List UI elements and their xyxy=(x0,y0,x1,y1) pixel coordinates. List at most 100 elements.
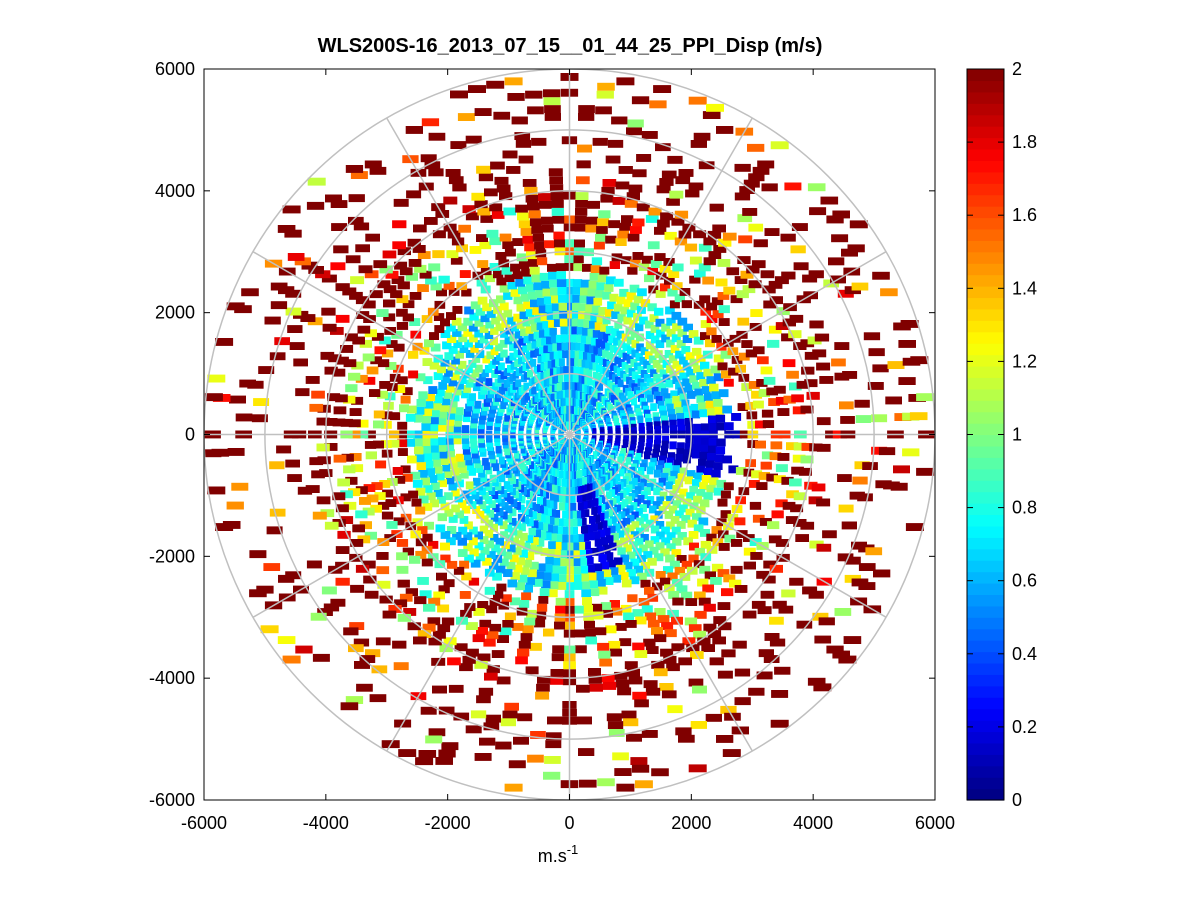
data-cell xyxy=(572,294,581,303)
data-cell xyxy=(542,572,552,581)
colorbar-segment xyxy=(967,445,1004,458)
data-cell xyxy=(545,352,552,361)
data-cell xyxy=(679,488,688,497)
data-cell xyxy=(494,176,509,185)
data-cell xyxy=(572,374,579,383)
data-cell xyxy=(710,365,721,374)
data-cell xyxy=(579,779,597,788)
data-cell xyxy=(480,215,494,223)
data-cell xyxy=(588,668,601,676)
data-cell xyxy=(517,713,533,722)
data-cell xyxy=(549,184,564,193)
data-cell xyxy=(355,296,370,305)
data-cell xyxy=(541,280,551,289)
data-cell xyxy=(720,510,731,519)
data-cell xyxy=(717,259,731,267)
data-cell xyxy=(664,231,677,240)
data-cell xyxy=(476,165,491,174)
data-cell xyxy=(590,337,598,346)
data-cell xyxy=(322,323,337,332)
data-cell xyxy=(713,399,723,407)
x-axis-label: m.s-1 xyxy=(538,842,579,866)
data-cell xyxy=(674,566,685,575)
data-cell xyxy=(444,492,453,501)
data-cell xyxy=(586,216,598,225)
data-cell xyxy=(611,574,622,583)
data-cell xyxy=(592,498,599,507)
data-cell xyxy=(641,730,658,738)
data-cell xyxy=(379,595,393,604)
data-cell xyxy=(369,694,387,703)
data-cell xyxy=(463,328,473,337)
data-cell xyxy=(269,461,285,470)
data-cell xyxy=(653,85,672,93)
data-cell xyxy=(555,358,562,367)
data-cell xyxy=(605,535,614,544)
data-cell xyxy=(422,533,433,542)
data-cell xyxy=(629,226,642,234)
data-cell xyxy=(636,203,650,212)
data-cell xyxy=(545,508,552,517)
data-cell xyxy=(444,368,453,377)
data-cell xyxy=(499,302,509,311)
data-cell xyxy=(376,309,389,317)
data-cell xyxy=(449,461,458,470)
data-cell xyxy=(543,771,561,780)
data-cell xyxy=(468,467,476,476)
x-tick-label: -4000 xyxy=(303,813,349,833)
data-cell xyxy=(207,486,226,495)
data-cell xyxy=(538,531,547,540)
data-cell xyxy=(627,514,635,523)
data-cell xyxy=(422,358,433,366)
data-cell xyxy=(480,386,488,395)
data-cell xyxy=(486,665,500,674)
data-cell xyxy=(486,434,493,443)
data-cell xyxy=(666,663,680,672)
data-cell xyxy=(301,261,318,270)
data-cell xyxy=(575,200,588,208)
data-cell xyxy=(500,329,509,338)
data-cell xyxy=(504,612,516,621)
data-cell xyxy=(809,320,824,329)
data-cell xyxy=(453,566,465,575)
data-cell xyxy=(668,414,677,423)
data-cell xyxy=(436,495,446,504)
data-cell xyxy=(537,355,544,364)
data-cell xyxy=(547,516,555,525)
data-cell xyxy=(540,313,549,322)
data-cell xyxy=(663,467,671,476)
data-cell xyxy=(763,376,776,385)
data-cell xyxy=(632,169,647,178)
data-cell xyxy=(656,496,664,505)
data-cell xyxy=(678,169,694,177)
data-cell xyxy=(297,486,313,495)
data-cell xyxy=(422,415,431,424)
data-cell xyxy=(631,96,650,105)
data-cell xyxy=(492,504,500,513)
data-cell xyxy=(635,537,644,546)
data-cell xyxy=(414,414,424,423)
data-cell xyxy=(611,311,620,319)
data-cell xyxy=(577,144,592,153)
data-cell xyxy=(543,296,553,305)
data-cell xyxy=(515,656,528,665)
data-cell xyxy=(465,648,479,657)
data-cell xyxy=(352,336,365,345)
data-cell xyxy=(717,602,731,610)
data-cell xyxy=(437,423,446,432)
data-cell xyxy=(469,435,477,444)
data-cell xyxy=(669,190,684,199)
data-cell xyxy=(417,251,431,259)
data-cell xyxy=(556,518,564,527)
data-cell xyxy=(462,414,471,423)
data-cell xyxy=(625,456,632,465)
data-cell xyxy=(468,501,477,509)
data-cell xyxy=(560,526,568,535)
data-cell xyxy=(723,286,736,295)
data-cell xyxy=(828,257,845,266)
data-cell xyxy=(667,452,676,461)
data-cell xyxy=(742,285,756,294)
data-cell xyxy=(581,525,588,534)
data-cell xyxy=(543,490,550,499)
data-cell xyxy=(514,502,521,510)
